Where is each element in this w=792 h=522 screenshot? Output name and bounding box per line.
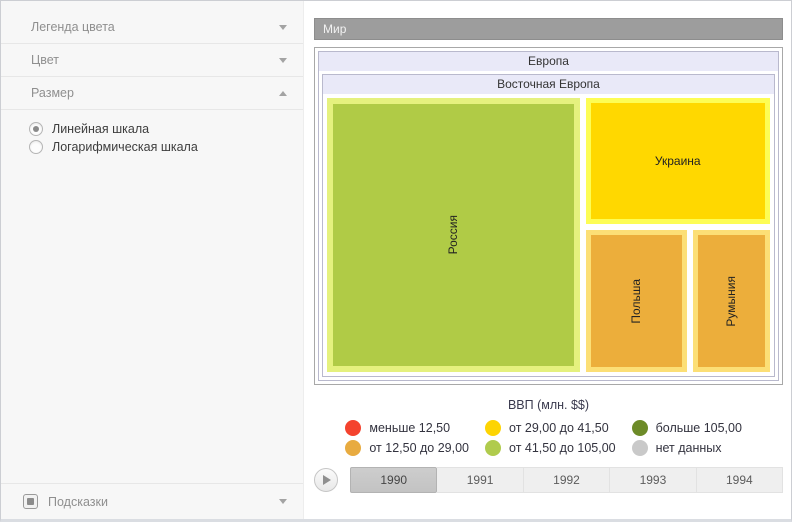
panel-color[interactable]: Цвет (1, 44, 303, 77)
year-segment-1990[interactable]: 1990 (350, 467, 438, 493)
legend-item-label: больше 105,00 (655, 421, 742, 435)
legend-item-no-data: нет данных (631, 440, 752, 456)
panel-size-label: Размер (31, 86, 74, 100)
treemap-main-panel: Мир Европа Восточная Европа Россия У (304, 1, 791, 519)
radio-linear-scale[interactable]: Линейная шкала (29, 122, 287, 136)
chevron-down-icon (279, 499, 287, 504)
treemap-cell-russia-label: Россия (446, 215, 461, 255)
legend-item-label: от 29,00 до 41,50 (509, 421, 609, 435)
treemap-cell-ukraine-label: Украина (654, 154, 701, 169)
treemap-group-eastern-europe-header[interactable]: Восточная Европа (323, 75, 774, 94)
timeline: 1990 1991 1992 1993 1994 (314, 467, 784, 493)
play-button[interactable] (314, 468, 338, 492)
legend-swatch-yellow-icon (485, 420, 502, 436)
treemap-cell-poland[interactable]: Польша (585, 230, 687, 372)
panel-tooltips[interactable]: Подсказки (1, 483, 303, 519)
legend-item-29-to-41-50: от 29,00 до 41,50 (485, 420, 616, 436)
year-segments: 1990 1991 1992 1993 1994 (350, 467, 784, 493)
treemap-container: Европа Восточная Европа Россия Украина (314, 47, 783, 385)
panel-size-body: Линейная шкала Логарифмическая шкала (1, 110, 303, 170)
radio-button-icon[interactable] (29, 122, 43, 136)
panel-color-legend-label: Легенда цвета (31, 20, 115, 34)
year-segment-1994[interactable]: 1994 (696, 467, 784, 493)
panel-size[interactable]: Размер (1, 77, 303, 110)
radio-button-icon[interactable] (29, 140, 43, 154)
legend-item-41-50-to-105: от 41,50 до 105,00 (485, 440, 616, 456)
year-segment-1992[interactable]: 1992 (523, 467, 611, 493)
treemap-cell-romania-label: Румыния (724, 275, 739, 327)
treemap-cell-ukraine[interactable]: Украина (585, 98, 770, 225)
chevron-down-icon (279, 24, 287, 30)
legend-item-label: нет данных (655, 441, 722, 455)
treemap-cells: Россия Украина Польша (323, 94, 774, 376)
legend-item-12-50-to-29: от 12,50 до 29,00 (345, 440, 469, 456)
legend-swatch-red-icon (345, 420, 362, 436)
legend-item-label: от 12,50 до 29,00 (369, 441, 470, 455)
legend-swatch-dark-green-icon (631, 420, 648, 436)
panel-color-label: Цвет (31, 53, 60, 67)
legend-swatch-light-green-icon (485, 440, 502, 456)
chevron-down-icon (279, 57, 287, 63)
panel-tooltips-label: Подсказки (48, 494, 108, 509)
color-legend: ВВП (млн. $$) меньше 12,50 от 29,00 до 4… (314, 398, 783, 456)
treemap-cell-romania[interactable]: Румыния (692, 230, 770, 372)
legend-item-label: от 41,50 до 105,00 (509, 441, 616, 455)
year-segment-1991[interactable]: 1991 (437, 467, 524, 493)
treemap-group-europe-header[interactable]: Европа (319, 52, 778, 71)
treemap-cell-poland-label: Польша (629, 278, 644, 324)
tooltips-checkbox[interactable] (23, 494, 38, 509)
legend-item-label: меньше 12,50 (369, 421, 451, 435)
play-icon (323, 475, 331, 485)
treemap-group-europe[interactable]: Европа Восточная Европа Россия Украина (318, 51, 779, 381)
radio-log-scale[interactable]: Логарифмическая шкала (29, 140, 287, 154)
panel-color-legend[interactable]: Легенда цвета (1, 11, 303, 44)
settings-sidebar: Легенда цвета Цвет Размер Линейная шкала… (1, 1, 304, 519)
treemap-cell-russia[interactable]: Россия (327, 98, 580, 372)
year-segment-1993[interactable]: 1993 (610, 467, 697, 493)
treemap-root-bar[interactable]: Мир (314, 18, 783, 40)
radio-log-scale-label: Логарифмическая шкала (52, 140, 198, 154)
treemap-group-eastern-europe[interactable]: Восточная Европа Россия Украина (322, 74, 775, 377)
legend-swatch-gray-icon (631, 440, 648, 456)
legend-swatch-orange-icon (345, 440, 362, 456)
radio-linear-scale-label: Линейная шкала (52, 122, 150, 136)
chevron-up-icon (279, 90, 287, 96)
legend-item-more-105: больше 105,00 (631, 420, 752, 436)
legend-title: ВВП (млн. $$) (507, 398, 590, 412)
legend-item-less-12-50: меньше 12,50 (345, 420, 469, 436)
